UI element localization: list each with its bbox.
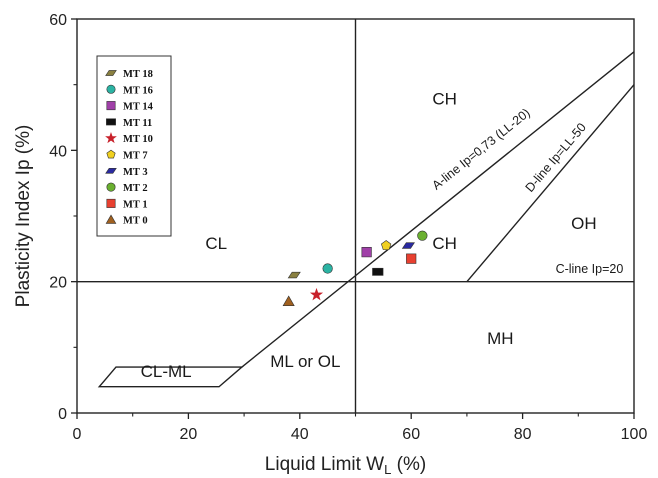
y-tick-label: 40 xyxy=(49,143,67,160)
legend-entry: MT 7 xyxy=(123,151,148,162)
d-line xyxy=(466,84,635,283)
x-tick-label: 60 xyxy=(402,426,420,443)
x-axis-title: Liquid Limit WL (%) xyxy=(265,454,426,477)
x-tick-label: 100 xyxy=(621,426,648,443)
y-axis-title: Plasticity Index Ip (%) xyxy=(13,125,34,308)
legend-marker xyxy=(106,118,116,126)
legend-entry: MT 11 xyxy=(123,118,152,129)
y-tick-label: 0 xyxy=(58,406,67,423)
x-tick-label: 0 xyxy=(73,426,82,443)
d-line-label: D-line Ip=LL-50 xyxy=(523,120,589,195)
zone-label: CH xyxy=(432,89,457,108)
a-line-label: A-line Ip=0,73 (LL-20) xyxy=(429,106,532,193)
y-tick-label: 20 xyxy=(49,275,67,292)
data-point xyxy=(406,253,417,264)
legend-marker xyxy=(105,132,117,144)
data-markers xyxy=(282,230,428,306)
data-point xyxy=(361,247,372,258)
data-point xyxy=(287,271,301,279)
legend-entry: MT 3 xyxy=(123,167,148,178)
c-line-label: C-line Ip=20 xyxy=(556,262,624,276)
legend-entry: MT 14 xyxy=(123,102,154,113)
legend-entry: MT 10 xyxy=(123,134,153,145)
data-point xyxy=(282,295,295,306)
legend-marker xyxy=(105,70,117,76)
data-point xyxy=(372,267,384,276)
zone-label: MH xyxy=(487,329,513,348)
legend-entry: MT 16 xyxy=(123,85,153,96)
legend-marker xyxy=(106,149,116,159)
legend-entry: MT 1 xyxy=(123,199,148,210)
zone-labels: CH CL CH OH MH ML or OL CL-ML A-line Ip=0,73 (L… xyxy=(141,89,624,381)
zone-label: ML or OL xyxy=(270,352,340,371)
legend-marker xyxy=(106,198,116,208)
legend-entry: MT 2 xyxy=(123,183,148,194)
legend-marker xyxy=(106,182,116,192)
data-point xyxy=(417,230,428,241)
zone-label: CH xyxy=(432,234,457,253)
data-point xyxy=(380,240,392,250)
legend: MT 18 MT 16 MT 14 MT 11 MT 10 MT 7 MT 3 MT 2 MT … xyxy=(96,55,172,237)
legend-marker xyxy=(105,167,117,174)
data-point xyxy=(309,287,324,301)
data-point xyxy=(401,242,415,249)
legend-marker xyxy=(105,214,117,224)
cl-ml-zone xyxy=(97,366,244,388)
x-tick-label: 80 xyxy=(514,426,532,443)
x-tick-label: 20 xyxy=(180,426,198,443)
y-tick-label: 60 xyxy=(49,12,67,29)
x-tick-label: 40 xyxy=(291,426,309,443)
legend-marker xyxy=(106,101,116,111)
a-line xyxy=(241,51,635,368)
zone-label: CL xyxy=(205,234,227,253)
legend-marker xyxy=(106,84,116,94)
zone-label: CL-ML xyxy=(141,362,192,381)
legend-entry: MT 18 xyxy=(123,69,153,80)
legend-entry: MT 0 xyxy=(123,216,148,227)
axes: 0 20 40 60 80 100 0 20 40 60 Liquid Limit WL (%) Pl… xyxy=(13,12,647,477)
zone-label: OH xyxy=(571,214,597,233)
data-point xyxy=(322,263,333,274)
